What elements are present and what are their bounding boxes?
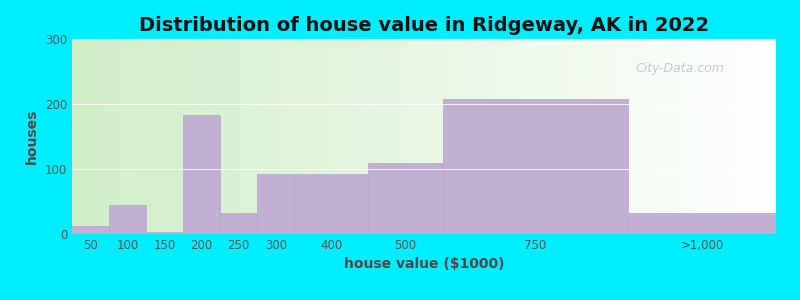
Y-axis label: houses: houses xyxy=(26,109,39,164)
Text: City-Data.com: City-Data.com xyxy=(635,62,724,75)
Bar xyxy=(628,212,776,234)
Bar xyxy=(369,163,442,234)
Bar xyxy=(72,226,109,234)
Bar xyxy=(258,173,294,234)
X-axis label: house value ($1000): house value ($1000) xyxy=(344,257,504,272)
Bar xyxy=(109,205,146,234)
Bar xyxy=(146,232,183,234)
Bar xyxy=(183,115,220,234)
Title: Distribution of house value in Ridgeway, AK in 2022: Distribution of house value in Ridgeway,… xyxy=(139,16,709,35)
Bar xyxy=(294,173,369,234)
Bar xyxy=(442,99,628,234)
Bar xyxy=(220,213,258,234)
